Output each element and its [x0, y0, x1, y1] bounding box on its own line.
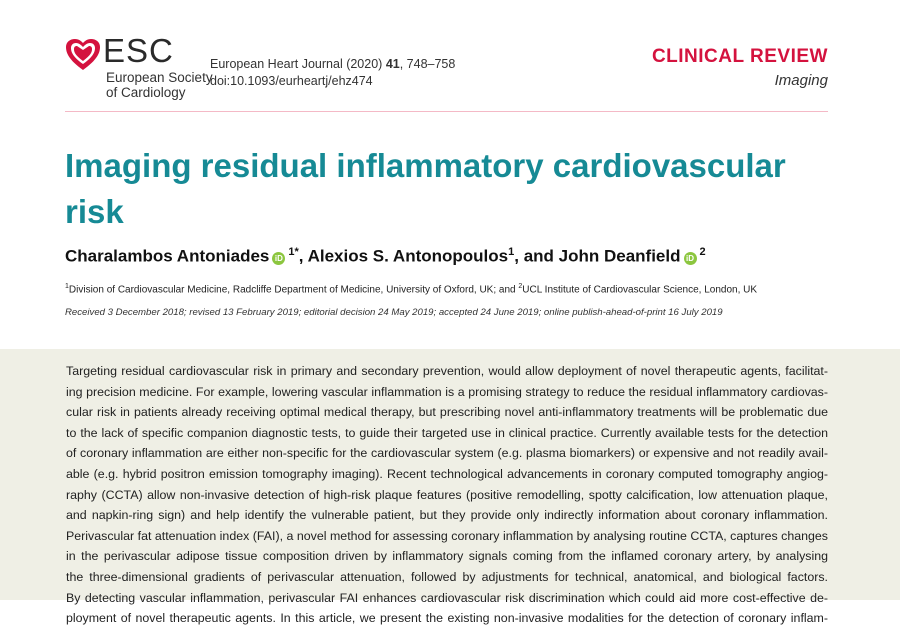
affiliation-text: Division of Cardiovascular Medicine, Rad… — [68, 284, 519, 296]
abstract-line: Perivascular fat attenuation index (FAI)… — [66, 528, 828, 543]
orcid-icon[interactable]: iD — [683, 251, 697, 265]
abstract-line: raphy (CCTA) allow non-invasive detectio… — [66, 487, 828, 502]
society-name-line: of Cardiology — [106, 85, 186, 100]
abstract: Targeting residual cardiovascular risk i… — [0, 349, 900, 625]
author-name: Charalambos Antoniades — [65, 246, 270, 266]
society-name-line: European Society — [106, 70, 213, 85]
journal-name: European Heart Journal (2020) — [210, 57, 383, 71]
abstract-line: cular risk in patients already receiving… — [66, 405, 828, 420]
article-category: CLINICAL REVIEW — [651, 46, 828, 67]
doi-link[interactable]: doi:10.1093/eurheartj/ehz474 — [210, 74, 373, 88]
abstract-line: to the lack of specific companion diagno… — [66, 425, 828, 440]
abstract-line: of coronary inflammation are either non-… — [66, 446, 828, 461]
author-list: Charalambos Antoniades iD1*, Alexios S. A… — [65, 246, 706, 267]
divider — [65, 111, 828, 112]
abstract-line: able (e.g. hybrid positron emission tomo… — [66, 466, 828, 481]
author-name: , and John Deanfield — [514, 246, 681, 266]
author-name: , Alexios S. Antonopoulos — [298, 246, 509, 266]
article-subcategory: Imaging — [774, 72, 828, 89]
abstract-line: in the perivascular adipose tissue compo… — [66, 549, 828, 564]
abstract-text: Targeting residual cardiovascular risk i… — [66, 361, 828, 629]
abstract-line: By detecting vascular inflammation, peri… — [66, 590, 828, 605]
orcid-icon[interactable]: iD — [272, 251, 286, 265]
journal-citation: European Heart Journal (2020) 41, 748–75… — [210, 56, 455, 90]
society-name: European Society of Cardiology — [106, 70, 213, 100]
affiliation-text: UCL Institute of Cardiovascular Science,… — [522, 284, 758, 296]
article-dates: Received 3 December 2018; revised 13 Feb… — [65, 307, 723, 318]
abstract-line: and napkin-ring sign) and help identify … — [66, 508, 828, 523]
article-title: Imaging residual inflammatory cardiovasc… — [65, 147, 786, 230]
author-affiliation-mark: 1 — [508, 246, 515, 258]
author-affiliation-mark: 1* — [288, 246, 299, 258]
esc-heart-logo-icon — [66, 39, 100, 70]
abstract-line: ing precision medicine. For example, low… — [66, 384, 828, 399]
author-affiliation-mark: 2 — [699, 246, 706, 258]
journal-pages: , 748–758 — [399, 57, 456, 71]
logo-text: ESC — [103, 32, 174, 69]
journal-volume: 41 — [385, 57, 400, 71]
affiliation-mark: 2 — [518, 283, 523, 290]
affiliation-mark: 1 — [65, 283, 69, 290]
affiliations: 1Division of Cardiovascular Medicine, Ra… — [65, 283, 757, 295]
abstract-line: the three-dimensional gradients of periv… — [66, 569, 828, 584]
abstract-line: Targeting residual cardiovascular risk i… — [66, 364, 828, 378]
abstract-line: ployment of novel therapeutic agents. In… — [66, 611, 828, 626]
